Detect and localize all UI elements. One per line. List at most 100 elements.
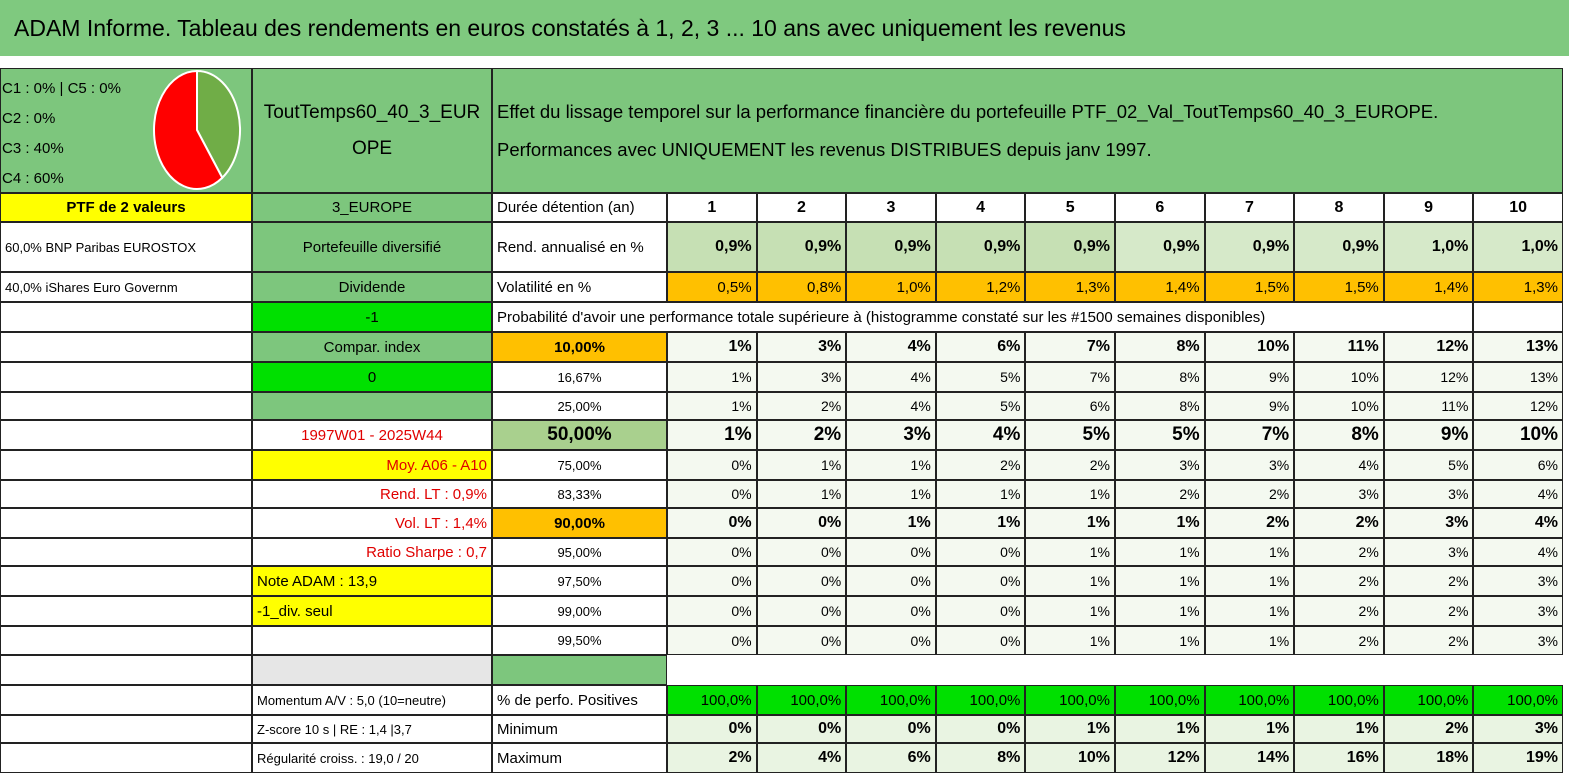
value-cell: 1% (1025, 596, 1115, 626)
value-cell: 1% (1204, 538, 1295, 566)
row-label-a (0, 332, 252, 362)
row-label-c: Maximum (492, 743, 667, 773)
row-label-a: 60,0% BNP Paribas EUROSTOX (0, 222, 252, 272)
row-label-c: 75,00% (492, 450, 667, 480)
description: Effet du lissage temporel sur la perform… (492, 68, 1563, 193)
value-cell: 2% (1383, 715, 1474, 743)
value-cell: 1,3% (1473, 272, 1563, 302)
value-cell: 7% (1025, 362, 1115, 392)
row-label-b: 3_EUROPE (252, 193, 492, 222)
value-cell: 1% (1025, 715, 1115, 743)
value-cell: 1,0% (1383, 222, 1474, 272)
value-cell: 1% (1115, 596, 1205, 626)
value-cell: 5% (935, 362, 1026, 392)
value-cell: 0% (667, 450, 757, 480)
value-cell: 0% (935, 596, 1026, 626)
value-cell: 5% (1383, 450, 1474, 480)
value-cell: 2% (1294, 508, 1384, 538)
value-cell: 1% (1204, 596, 1295, 626)
value-cell: 2% (1383, 626, 1474, 655)
value-cell: 1,4% (1383, 272, 1474, 302)
value-cell: 8 (1294, 193, 1384, 222)
row-label-a (0, 596, 252, 626)
value-cell: 1,5% (1294, 272, 1384, 302)
row-label-c: 16,67% (492, 362, 667, 392)
row-label-c: Durée détention (an) (492, 193, 667, 222)
row-label-c: 97,50% (492, 566, 667, 596)
value-cell: 1 (667, 193, 757, 222)
value-cell: 2% (1383, 596, 1474, 626)
row-label-a (0, 480, 252, 508)
value-cell: 100,0% (1204, 685, 1295, 715)
value-cell: 0% (935, 626, 1026, 655)
value-cell: 0% (667, 538, 757, 566)
row-label-b: Vol. LT : 1,4% (252, 508, 492, 538)
row-label-b: 1997W01 - 2025W44 (252, 420, 492, 450)
value-cell: 0% (667, 566, 757, 596)
row-label-b: Portefeuille diversifié (252, 222, 492, 272)
value-cell: 0% (935, 715, 1026, 743)
empty-cell (1473, 302, 1563, 332)
row-label-b (252, 626, 492, 655)
value-cell: 3% (756, 362, 847, 392)
value-cell: 4% (1473, 508, 1563, 538)
value-cell: 6% (846, 743, 936, 773)
row-label-b (252, 392, 492, 420)
value-cell: 2% (935, 450, 1026, 480)
row-label-a (0, 508, 252, 538)
value-cell: 0% (756, 508, 847, 538)
pie-slice (196, 69, 241, 180)
value-cell: 12% (1383, 332, 1474, 362)
value-cell: 0% (756, 538, 847, 566)
row-label-b: Note ADAM : 13,9 (252, 566, 492, 596)
value-cell: 0% (846, 566, 936, 596)
value-cell: 8% (1115, 362, 1205, 392)
pie-slice (153, 69, 224, 190)
value-cell: 1% (1115, 715, 1205, 743)
value-cell: 100,0% (1473, 685, 1563, 715)
value-cell: 3% (1383, 480, 1474, 508)
row-label-c: Minimum (492, 715, 667, 743)
value-cell: 3% (1473, 626, 1563, 655)
row-label-b: Momentum A/V : 5,0 (10=neutre) (252, 685, 492, 715)
value-cell: 10% (1294, 362, 1384, 392)
value-cell: 3% (1473, 596, 1563, 626)
value-cell: 4% (1473, 538, 1563, 566)
title: ADAM Informe. Tableau des rendements en … (0, 0, 1569, 60)
value-cell: 6 (1115, 193, 1205, 222)
value-cell: 18% (1383, 743, 1474, 773)
value-cell: 4% (846, 362, 936, 392)
value-cell: 0,9% (1115, 222, 1205, 272)
value-cell: 0,9% (1025, 222, 1115, 272)
value-cell: 11% (1294, 332, 1384, 362)
value-cell: 1% (756, 450, 847, 480)
row-label-a (0, 392, 252, 420)
value-cell: 1,3% (1025, 272, 1115, 302)
value-cell: 6% (1473, 450, 1563, 480)
value-cell: 0% (756, 715, 847, 743)
value-cell: 3% (1204, 450, 1295, 480)
value-cell: 8% (1115, 332, 1205, 362)
value-cell: 5% (1115, 420, 1205, 450)
legend-entry: C1 : 0% | C5 : 0% (2, 80, 121, 97)
value-cell: 2% (1204, 480, 1295, 508)
value-cell: 1% (1025, 480, 1115, 508)
row-label-a (0, 420, 252, 450)
row-label-b: -1_div. seul (252, 596, 492, 626)
value-cell: 0% (667, 596, 757, 626)
value-cell: 4% (935, 420, 1026, 450)
value-cell: 4% (1294, 450, 1384, 480)
value-cell: 8% (935, 743, 1026, 773)
value-cell: 1% (1294, 715, 1384, 743)
value-cell: 1% (667, 392, 757, 420)
row-label-c (492, 655, 667, 685)
row-label-a (0, 743, 252, 773)
value-cell: 3% (1294, 480, 1384, 508)
value-cell: 4% (756, 743, 847, 773)
section-heading: Probabilité d'avoir une performance tota… (492, 302, 1474, 332)
value-cell: 2% (1115, 480, 1205, 508)
value-cell: 2% (1294, 596, 1384, 626)
value-cell: 0% (846, 626, 936, 655)
row-label-c: 10,00% (492, 332, 667, 362)
